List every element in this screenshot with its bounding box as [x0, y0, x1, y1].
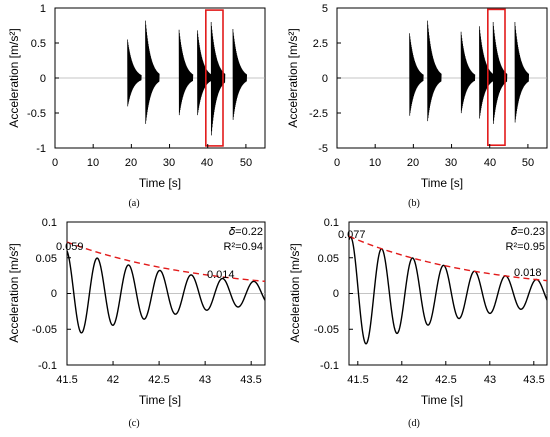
- y-axis-title: Acceleration [m/s²]: [7, 28, 21, 127]
- y-axis-title: Acceleration [m/s²]: [286, 28, 300, 127]
- x-tick-label: 20: [407, 157, 419, 169]
- tick-marks: [349, 221, 535, 366]
- y-axis-title: Acceleration [m/s²]: [7, 243, 21, 342]
- y-tick-labels: 0.1 0.05 0 -0.05 -0.1: [314, 217, 339, 372]
- x-tick-label: 0: [52, 157, 58, 169]
- panel-caption: (b): [408, 198, 420, 209]
- acceleration-line: [348, 236, 548, 345]
- x-tick-label: 43.5: [240, 374, 261, 386]
- chart-panel-d: 0.1 0.05 0 -0.05 -0.1 41.5 42 42.5 43 43…: [288, 217, 548, 429]
- y-tick-labels: 1 0.5 0 -0.5 -1: [27, 3, 46, 155]
- y-tick-label: 1: [40, 3, 46, 15]
- acceleration-line: [66, 250, 266, 334]
- x-tick-label: 40: [201, 157, 213, 169]
- peak-annotation-first: 0.077: [338, 229, 366, 241]
- x-tick-labels: 41.5 42 42.5 43 43.5: [56, 374, 261, 386]
- y-axis-title: Acceleration [m/s²]: [288, 243, 302, 342]
- decay-envelope: [348, 235, 548, 282]
- y-tick-label: 0.1: [42, 217, 57, 229]
- damping-ratio-label: 𝛿=0.22: [229, 226, 263, 238]
- signal-series: [348, 236, 548, 345]
- y-tick-label: 0.1: [324, 217, 339, 229]
- signal-series: [127, 20, 248, 136]
- x-axis-title: Time [s]: [139, 393, 181, 407]
- signal-series: [66, 250, 266, 334]
- acceleration-line: [409, 20, 530, 124]
- x-axis-title: Time [s]: [421, 393, 463, 407]
- y-tick-labels: 0.1 0.05 0 -0.05 -0.1: [32, 217, 57, 372]
- damping-ratio-label: 𝛿=0.23: [511, 226, 545, 238]
- x-tick-label: 42: [396, 374, 408, 386]
- x-tick-label: 41.5: [56, 374, 77, 386]
- tick-marks: [54, 7, 247, 149]
- y-tick-label: -0.1: [38, 360, 57, 372]
- x-tick-label: 42: [107, 374, 119, 386]
- x-tick-label: 20: [125, 157, 137, 169]
- y-tick-label: 0.5: [31, 38, 46, 50]
- x-tick-label: 10: [369, 157, 381, 169]
- r-squared-label: R²=0.95: [506, 241, 545, 253]
- chart-panel-c: 0.1 0.05 0 -0.05 -0.1 41.5 42 42.5 43 43…: [7, 217, 266, 429]
- chart-panel-b: 5 2.5 0 -2.5 -5 0 10 20 30 40 50 Time [s…: [286, 3, 548, 209]
- x-tick-label: 50: [240, 157, 252, 169]
- highlight-box: [487, 8, 506, 147]
- peak-annotation-first: 0.059: [56, 241, 84, 253]
- signal-series: [409, 20, 530, 124]
- y-tick-label: -2.5: [309, 108, 328, 120]
- y-tick-label: -0.05: [32, 324, 57, 336]
- chart-panel-a: 1 0.5 0 -0.5 -1 0 10 20 30 40 50 Time [s…: [7, 3, 266, 209]
- x-tick-label: 50: [522, 157, 534, 169]
- x-tick-labels: 0 10 20 30 40 50: [334, 157, 534, 169]
- x-tick-label: 30: [445, 157, 457, 169]
- tick-marks: [66, 221, 252, 366]
- y-tick-label: -5: [318, 143, 328, 155]
- panel-caption: (c): [128, 418, 139, 429]
- r-squared-label: R²=0.94: [224, 241, 263, 253]
- y-tick-label: -0.5: [27, 108, 46, 120]
- highlight-rect: [205, 9, 224, 147]
- y-tick-label: -0.1: [320, 360, 339, 372]
- envelope-line: [66, 241, 266, 283]
- y-tick-label: 2.5: [313, 38, 328, 50]
- y-tick-label: 0.05: [318, 253, 339, 265]
- x-tick-label: 42.5: [148, 374, 169, 386]
- x-tick-label: 43.5: [523, 374, 544, 386]
- x-tick-label: 10: [87, 157, 99, 169]
- envelope-line: [348, 235, 548, 282]
- x-tick-label: 40: [484, 157, 496, 169]
- x-axis-title: Time [s]: [421, 176, 463, 190]
- x-tick-labels: 41.5 42 42.5 43 43.5: [347, 374, 544, 386]
- y-tick-label: -1: [36, 143, 46, 155]
- x-axis-title: Time [s]: [139, 176, 181, 190]
- highlight-rect: [487, 8, 506, 147]
- y-tick-label: 5: [322, 3, 328, 15]
- y-tick-label: 0: [51, 288, 57, 300]
- acceleration-line: [127, 20, 248, 136]
- y-tick-label: 0: [322, 73, 328, 85]
- peak-annotation-last: 0.014: [207, 269, 235, 281]
- y-tick-label: 0.05: [36, 253, 57, 265]
- y-tick-label: -0.05: [314, 324, 339, 336]
- panel-caption: (a): [128, 198, 139, 209]
- x-tick-label: 30: [163, 157, 175, 169]
- x-tick-label: 0: [334, 157, 340, 169]
- highlight-box: [205, 9, 224, 147]
- x-tick-label: 43: [199, 374, 211, 386]
- x-tick-labels: 0 10 20 30 40 50: [52, 157, 252, 169]
- panel-caption: (d): [408, 418, 420, 429]
- y-tick-labels: 5 2.5 0 -2.5 -5: [309, 3, 328, 155]
- decay-envelope: [66, 241, 266, 283]
- y-tick-label: 0: [333, 288, 339, 300]
- y-tick-label: 0: [40, 73, 46, 85]
- x-tick-label: 43: [484, 374, 496, 386]
- tick-marks: [336, 7, 529, 149]
- peak-annotation-last: 0.018: [514, 267, 542, 279]
- x-tick-label: 41.5: [347, 374, 368, 386]
- x-tick-label: 42.5: [435, 374, 456, 386]
